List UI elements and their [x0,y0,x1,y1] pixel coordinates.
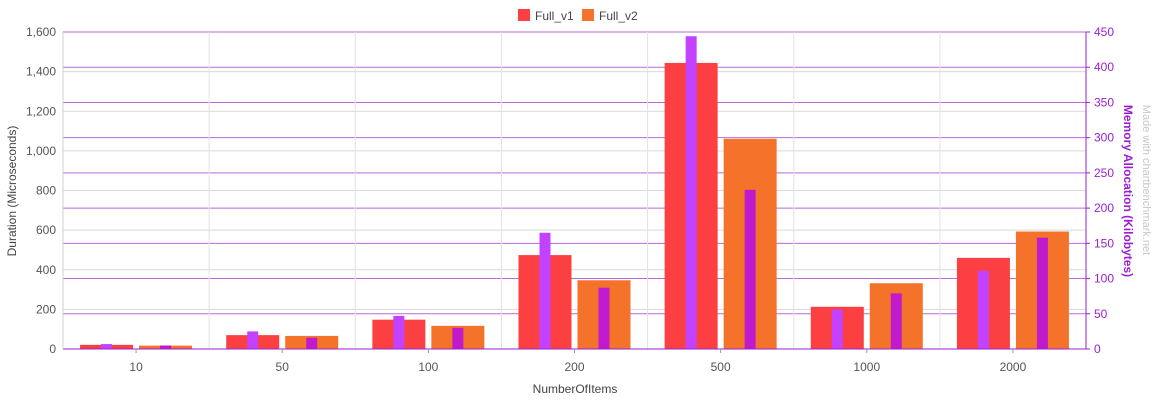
y-tick-label: 0 [49,342,56,356]
y2-tick-label: 200 [1094,201,1114,215]
x-tick-label: 500 [711,360,731,374]
y-tick-label: 800 [36,184,56,198]
watermark: Made with chartbenchmark.net [1140,105,1152,255]
y2-tick-label: 300 [1094,131,1114,145]
x-tick-label: 1000 [853,360,880,374]
y2-tick-label: 50 [1094,307,1108,321]
y-tick-label: 400 [36,263,56,277]
y-tick-label: 1,400 [26,65,56,79]
allocation-bar [306,337,318,349]
x-tick-label: 10 [129,360,143,374]
allocation-bar [393,315,405,349]
allocation-bar [890,293,902,349]
y-tick-label: 200 [36,302,56,316]
y2-tick-label: 0 [1094,342,1101,356]
y-axis-title: Duration (Microseconds) [5,126,19,257]
legend: Full_v1 Full_v2 [518,9,638,23]
allocation-bar [598,287,610,349]
allocation-bar [539,232,551,349]
allocation-bar [160,345,172,349]
allocation-bar [452,327,464,349]
legend-label: Full_v1 [535,9,574,23]
allocation-bar [1036,237,1048,349]
legend-swatch [518,9,530,21]
y-tick-label: 1,000 [26,144,56,158]
x-tick-label: 2000 [1000,360,1027,374]
allocation-bar [101,344,113,349]
legend-label: Full_v2 [599,9,638,23]
x-tick-label: 50 [276,360,290,374]
x-axis-title: NumberOfItems [533,382,618,396]
allocation-bar [744,189,756,349]
x-tick-label: 200 [564,360,584,374]
y2-tick-label: 250 [1094,166,1114,180]
y2-tick-label: 400 [1094,60,1114,74]
allocation-bar [247,331,259,349]
grid-layer [62,31,1087,350]
y2-axis-title: Memory Allocation (Kilobytes) [1121,105,1135,277]
y-tick-label: 1,600 [26,25,56,39]
allocation-bar [977,270,989,349]
axes-layer: 0 200 400 600 800 1,000 1,200 1,400 1,600 0 50 100 1… [26,25,1114,374]
y2-tick-label: 350 [1094,95,1114,109]
y-tick-label: 1,200 [26,104,56,118]
x-tick-label: 100 [418,360,438,374]
y2-tick-label: 100 [1094,272,1114,286]
allocation-bar [831,309,843,349]
allocation-bar [685,36,697,350]
legend-swatch [582,9,594,21]
y2-tick-label: 150 [1094,236,1114,250]
y2-tick-label: 450 [1094,25,1114,39]
bars-layer [80,36,1069,350]
y-tick-label: 600 [36,223,56,237]
